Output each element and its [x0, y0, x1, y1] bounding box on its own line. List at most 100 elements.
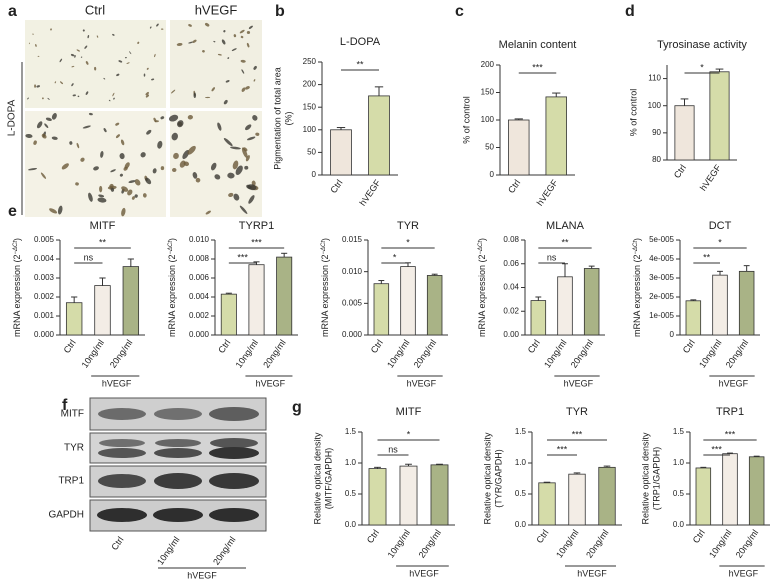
micrograph — [25, 20, 166, 108]
band — [98, 408, 146, 420]
error-bar — [378, 280, 385, 284]
cell — [154, 53, 156, 58]
cell — [172, 167, 177, 173]
error-bar — [603, 465, 611, 468]
cell — [115, 122, 120, 126]
cell — [74, 54, 76, 58]
bar — [400, 266, 416, 336]
y-tick-label: 0.06 — [503, 259, 519, 268]
y-tick-label: 50 — [307, 148, 316, 157]
cell — [45, 117, 52, 122]
cell — [49, 208, 58, 214]
chart-title: L-DOPA — [340, 36, 381, 48]
significance-label: * — [718, 237, 722, 247]
x-tick-label: Ctrl — [369, 338, 385, 355]
error-bar — [727, 452, 733, 454]
micrograph — [25, 111, 166, 217]
cell — [85, 91, 89, 95]
band — [209, 447, 259, 459]
x-tick-label: Ctrl — [216, 338, 232, 355]
cell — [213, 40, 216, 43]
error-bar — [690, 299, 697, 301]
band — [154, 473, 202, 489]
column-label: Ctrl — [85, 2, 105, 17]
band — [155, 439, 201, 447]
cell — [230, 146, 241, 150]
band — [98, 474, 146, 488]
cell — [231, 48, 237, 52]
cell — [177, 120, 184, 128]
x-tick-label: Ctrl — [691, 528, 707, 545]
x-tick-label: 20ng/ml — [724, 338, 751, 370]
bar — [276, 256, 293, 336]
cell — [255, 132, 260, 136]
x-tick-label: Ctrl — [328, 178, 344, 195]
cell — [217, 122, 222, 131]
error-bar — [588, 265, 595, 269]
cell — [228, 192, 234, 197]
y-axis-label: mRNA expression (2−ΔCt) — [320, 238, 330, 337]
error-bar — [514, 118, 523, 120]
y-axis-label-part: −ΔCt — [633, 241, 639, 255]
group-label: hVEGF — [102, 378, 132, 388]
x-tick-label: Ctrl — [62, 338, 78, 355]
x-tick-label: 10ng/ml — [697, 338, 724, 370]
x-tick-label: Ctrl — [534, 528, 550, 545]
y-tick-label: 0 — [312, 170, 317, 179]
cell — [137, 41, 140, 44]
cell — [88, 112, 93, 116]
cell — [80, 56, 83, 58]
bar — [220, 293, 237, 336]
y-axis-label: (MITF/GAPDH) — [323, 448, 333, 510]
y-axis-label-part: ) — [477, 238, 487, 241]
y-tick-label: 0.004 — [189, 292, 210, 301]
cell — [246, 184, 252, 190]
x-tick-label: 10ng/ml — [707, 528, 734, 560]
cell — [182, 149, 190, 160]
y-tick-label: 3e-005 — [649, 273, 674, 282]
cell — [110, 169, 116, 173]
cell — [120, 139, 125, 146]
cell — [121, 186, 129, 192]
cell — [142, 193, 147, 198]
y-axis-label: (TYR/GAPDH) — [493, 449, 503, 508]
y-tick-label: 0.0 — [673, 520, 685, 529]
bar — [330, 129, 352, 176]
significance-label: * — [700, 62, 704, 72]
cell — [76, 142, 80, 149]
cell — [179, 160, 186, 168]
y-tick-label: 0.00 — [503, 330, 519, 339]
significance-label: ns — [547, 252, 557, 262]
band — [153, 508, 203, 522]
bar — [399, 465, 418, 526]
y-tick-label: 0.08 — [503, 235, 519, 244]
cell — [37, 55, 40, 57]
panel-letter: a — [8, 3, 17, 20]
cell — [121, 207, 126, 217]
cell — [171, 132, 178, 141]
error-bar — [336, 127, 346, 130]
significance-label: ** — [703, 252, 711, 262]
error-bar — [753, 455, 760, 457]
error-bar — [281, 252, 288, 258]
y-tick-label: 0.5 — [345, 489, 357, 498]
significance-label: * — [406, 237, 410, 247]
band — [154, 448, 202, 458]
y-axis-label-part: mRNA expression (2 — [12, 255, 22, 338]
chart-title: Tyrosinase activity — [657, 39, 747, 51]
y-tick-label: 150 — [481, 88, 495, 97]
significance-label: *** — [532, 62, 543, 72]
bar — [545, 96, 567, 176]
panel-letter: g — [292, 399, 302, 416]
cell — [245, 124, 252, 131]
cell — [36, 121, 43, 129]
y-axis-label-part: mRNA expression (2 — [477, 255, 487, 338]
error-bar — [535, 296, 542, 301]
cell — [51, 113, 57, 120]
row-label: L-DOPA — [7, 99, 18, 136]
cell — [241, 147, 248, 158]
cell — [112, 92, 115, 97]
y-tick-label: 0.0 — [515, 520, 527, 529]
y-tick-label: 0 — [490, 170, 495, 179]
column-label: hVEGF — [195, 2, 238, 17]
